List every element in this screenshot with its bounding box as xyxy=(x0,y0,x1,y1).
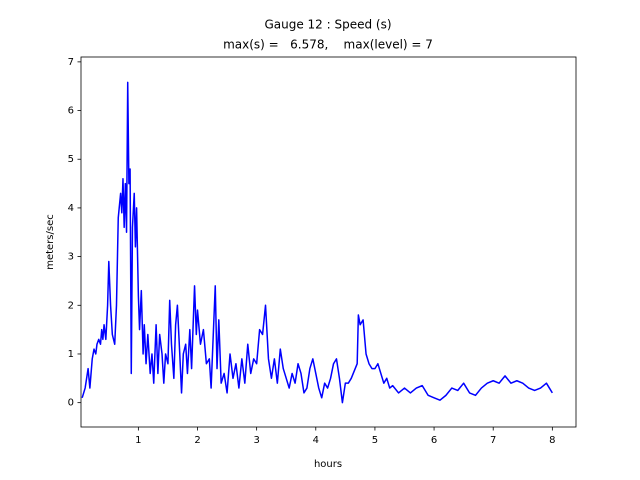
y-tick-label: 1 xyxy=(68,349,74,360)
x-tick-label: 7 xyxy=(490,435,496,446)
x-tick-label: 1 xyxy=(135,435,141,446)
x-axis-label: hours xyxy=(314,459,342,470)
chart-subtitle: max(s) = 6.578, max(level) = 7 xyxy=(223,38,433,52)
y-tick-label: 0 xyxy=(68,398,74,409)
x-tick-label: 4 xyxy=(313,435,319,446)
y-tick-label: 4 xyxy=(68,203,74,214)
chart-title: Gauge 12 : Speed (s) xyxy=(264,18,391,32)
y-tick-label: 7 xyxy=(68,57,74,68)
x-tick-label: 3 xyxy=(253,435,259,446)
y-tick-label: 6 xyxy=(68,106,74,117)
data-line xyxy=(81,81,553,404)
y-axis-label: meters/sec xyxy=(45,214,56,270)
x-tick-label: 6 xyxy=(431,435,437,446)
y-tick-label: 3 xyxy=(68,252,74,263)
x-tick-label: 5 xyxy=(372,435,378,446)
y-tick-label: 5 xyxy=(68,154,74,165)
plot-frame xyxy=(80,56,577,428)
x-tick-label: 2 xyxy=(194,435,200,446)
y-tick-label: 2 xyxy=(68,300,74,311)
x-tick-label: 8 xyxy=(549,435,555,446)
